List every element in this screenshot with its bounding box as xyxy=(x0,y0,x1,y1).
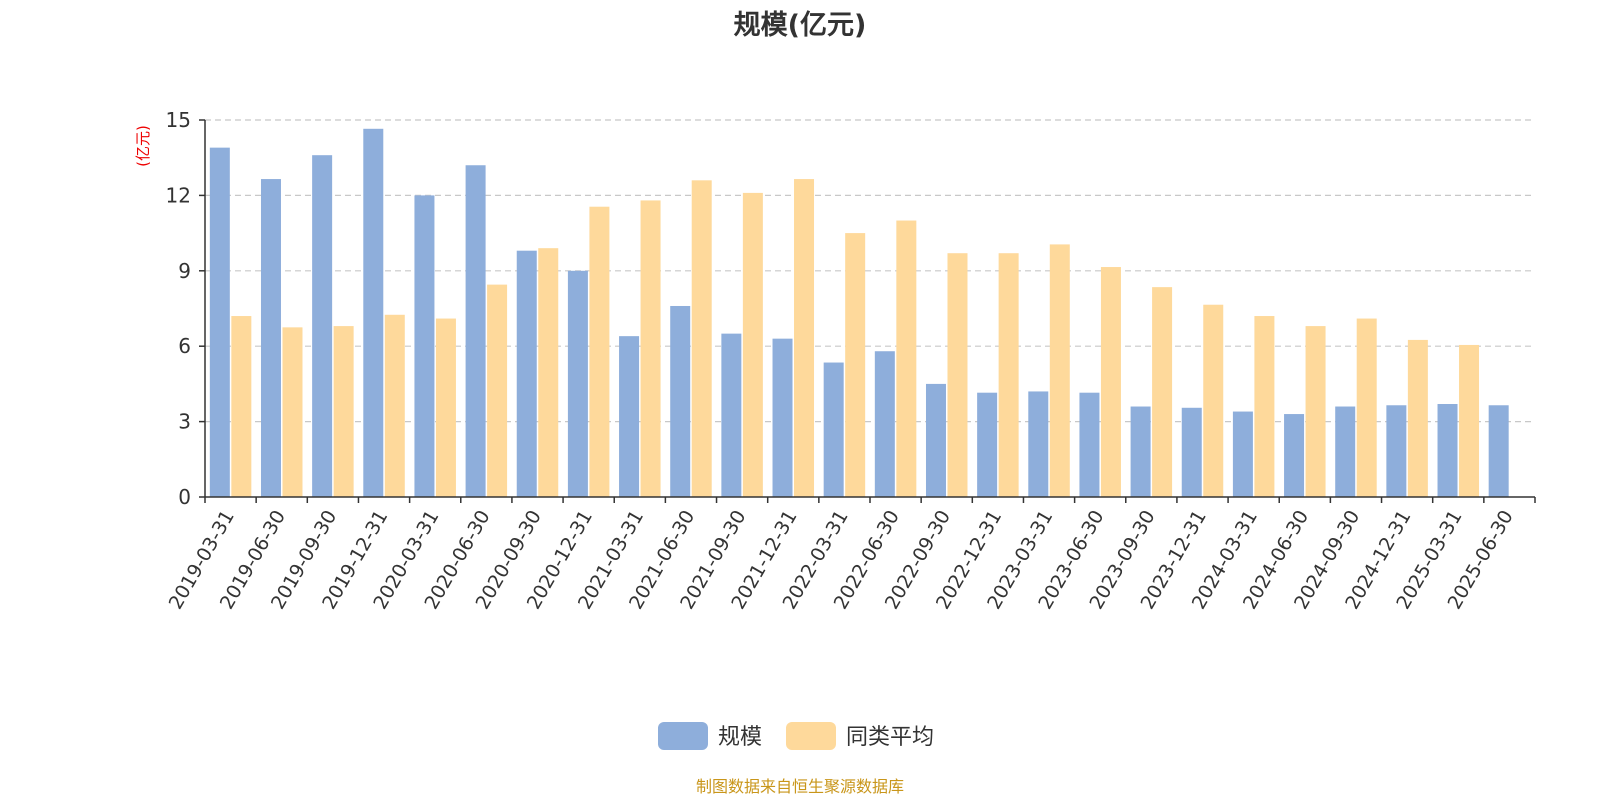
bar-scale[interactable] xyxy=(874,351,895,497)
legend-label-scale: 规模 xyxy=(718,725,762,750)
y-tick-label: 15 xyxy=(166,108,191,132)
bar-scale[interactable] xyxy=(1488,405,1509,497)
x-tick-labels: 2019-03-312019-06-302019-09-302019-12-31… xyxy=(165,507,1518,614)
y-tick-label: 6 xyxy=(178,334,191,358)
legend-label-peer-average: 同类平均 xyxy=(846,725,934,750)
bar-peer-average[interactable] xyxy=(333,326,354,497)
bar-peer-average[interactable] xyxy=(1407,339,1428,497)
bar-scale[interactable] xyxy=(823,362,844,497)
bar-peer-average[interactable] xyxy=(1049,244,1070,497)
bar-peer-average[interactable] xyxy=(1100,267,1121,497)
bar-scale[interactable] xyxy=(1335,406,1356,497)
bars xyxy=(209,128,1509,498)
y-axis-unit-label: (亿元) xyxy=(134,125,152,167)
bar-scale[interactable] xyxy=(772,338,793,497)
bar-peer-average[interactable] xyxy=(691,180,712,497)
bar-peer-average[interactable] xyxy=(1203,304,1224,497)
bar-scale[interactable] xyxy=(363,128,384,497)
bar-scale[interactable] xyxy=(1079,392,1100,497)
bar-scale[interactable] xyxy=(670,305,691,497)
bar-peer-average[interactable] xyxy=(1459,344,1480,497)
bar-scale[interactable] xyxy=(1181,407,1202,497)
bar-scale[interactable] xyxy=(977,392,998,497)
legend-swatch-peer-average xyxy=(786,722,836,750)
legend-swatch-scale xyxy=(658,722,708,750)
bar-scale[interactable] xyxy=(516,250,537,497)
bar-peer-average[interactable] xyxy=(998,253,1019,497)
bar-scale[interactable] xyxy=(1284,414,1305,497)
bar-peer-average[interactable] xyxy=(794,179,815,497)
bar-peer-average[interactable] xyxy=(742,192,763,498)
bar-peer-average[interactable] xyxy=(538,248,559,497)
bar-scale[interactable] xyxy=(1028,391,1049,497)
bar-peer-average[interactable] xyxy=(589,206,610,497)
bar-peer-average[interactable] xyxy=(1152,287,1173,497)
bar-peer-average[interactable] xyxy=(947,253,968,497)
bar-peer-average[interactable] xyxy=(384,314,405,497)
bar-peer-average[interactable] xyxy=(1356,318,1377,497)
bar-peer-average[interactable] xyxy=(282,327,303,497)
axes xyxy=(199,119,1536,503)
bar-peer-average[interactable] xyxy=(896,220,917,498)
source-note: 制图数据来自恒生聚源数据库 xyxy=(696,777,904,796)
bar-scale[interactable] xyxy=(1232,411,1253,497)
y-tick-labels: 0 3 6 9 12 15 xyxy=(166,108,191,509)
bar-peer-average[interactable] xyxy=(1254,316,1275,497)
bar-scale[interactable] xyxy=(567,270,588,497)
y-tick-label: 12 xyxy=(166,183,191,207)
bar-scale[interactable] xyxy=(1437,404,1458,497)
bar-scale[interactable] xyxy=(619,336,640,497)
bar-peer-average[interactable] xyxy=(487,284,508,497)
legend-item-peer-average[interactable]: 同类平均 xyxy=(786,722,934,750)
bar-scale[interactable] xyxy=(414,195,435,497)
bar-peer-average[interactable] xyxy=(845,233,866,497)
bar-scale[interactable] xyxy=(465,165,486,498)
bar-peer-average[interactable] xyxy=(231,316,252,497)
bar-scale[interactable] xyxy=(312,155,333,498)
y-tick-label: 3 xyxy=(178,410,191,434)
legend-item-scale[interactable]: 规模 xyxy=(658,722,762,750)
legend: 规模 同类平均 xyxy=(658,722,934,750)
y-tick-label: 0 xyxy=(178,485,191,509)
bar-scale[interactable] xyxy=(1386,405,1407,497)
y-tick-label: 9 xyxy=(178,259,191,283)
bar-scale[interactable] xyxy=(721,333,742,497)
bar-scale[interactable] xyxy=(260,179,281,497)
chart-title: 规模(亿元) xyxy=(734,10,867,41)
bar-scale[interactable] xyxy=(1130,406,1151,497)
bar-peer-average[interactable] xyxy=(435,318,456,497)
bar-scale[interactable] xyxy=(209,147,230,497)
bar-scale[interactable] xyxy=(925,383,946,497)
bar-peer-average[interactable] xyxy=(640,200,661,497)
bar-peer-average[interactable] xyxy=(1305,326,1326,497)
